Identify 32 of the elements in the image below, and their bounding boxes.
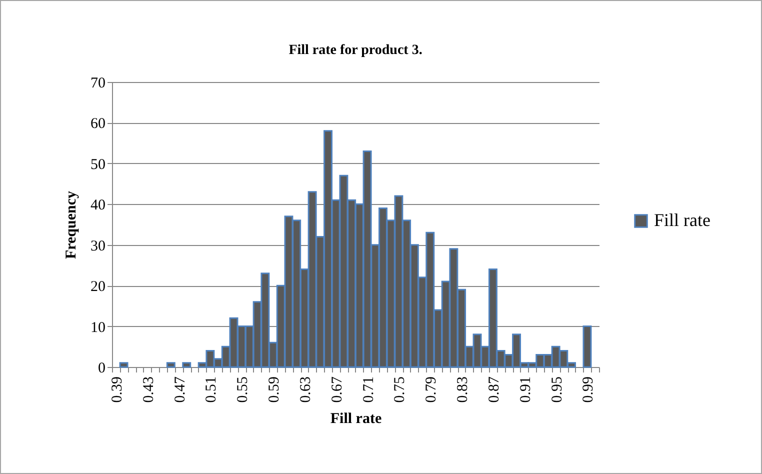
bar [182, 362, 192, 368]
x-tick-label: 0.71 [360, 376, 377, 403]
x-tick-label: 0.87 [486, 376, 502, 403]
x-tick-label: 0.55 [235, 376, 252, 403]
x-tick-label: 0.51 [204, 376, 220, 403]
x-tick-label: 0.67 [329, 376, 346, 403]
x-tick-label: 0.75 [392, 376, 408, 403]
y-tick-label: 70 [90, 76, 106, 92]
y-tick-label: 10 [90, 320, 106, 336]
chart-title: Fill rate for product 3. [288, 43, 422, 58]
y-tick-label: 0 [98, 360, 106, 376]
bar [119, 362, 128, 368]
bar [166, 362, 176, 368]
x-tick-label: 0.79 [424, 376, 440, 403]
x-tick-label: 0.83 [455, 376, 472, 403]
legend-label: Fill rate [654, 210, 710, 230]
x-tick-label: 0.43 [140, 376, 157, 403]
y-tick-label: 40 [90, 198, 106, 214]
x-tick-label: 0.95 [549, 376, 566, 403]
x-tick-label: 0.99 [580, 376, 597, 403]
y-tick-label: 60 [90, 116, 106, 132]
y-tick-label: 30 [90, 238, 106, 254]
y-tick-label: 20 [90, 279, 106, 296]
y-axis-title: Frequency [64, 190, 80, 260]
x-tick-label: 0.91 [518, 376, 534, 403]
x-tick-label: 0.59 [266, 376, 283, 403]
x-tick-label: 0.39 [109, 376, 126, 403]
x-tick-label: 0.47 [172, 376, 188, 403]
bar [582, 326, 592, 368]
x-axis-title: Fill rate [330, 410, 382, 427]
x-tick-label: 0.63 [298, 376, 314, 403]
y-tick-label: 50 [90, 156, 106, 173]
